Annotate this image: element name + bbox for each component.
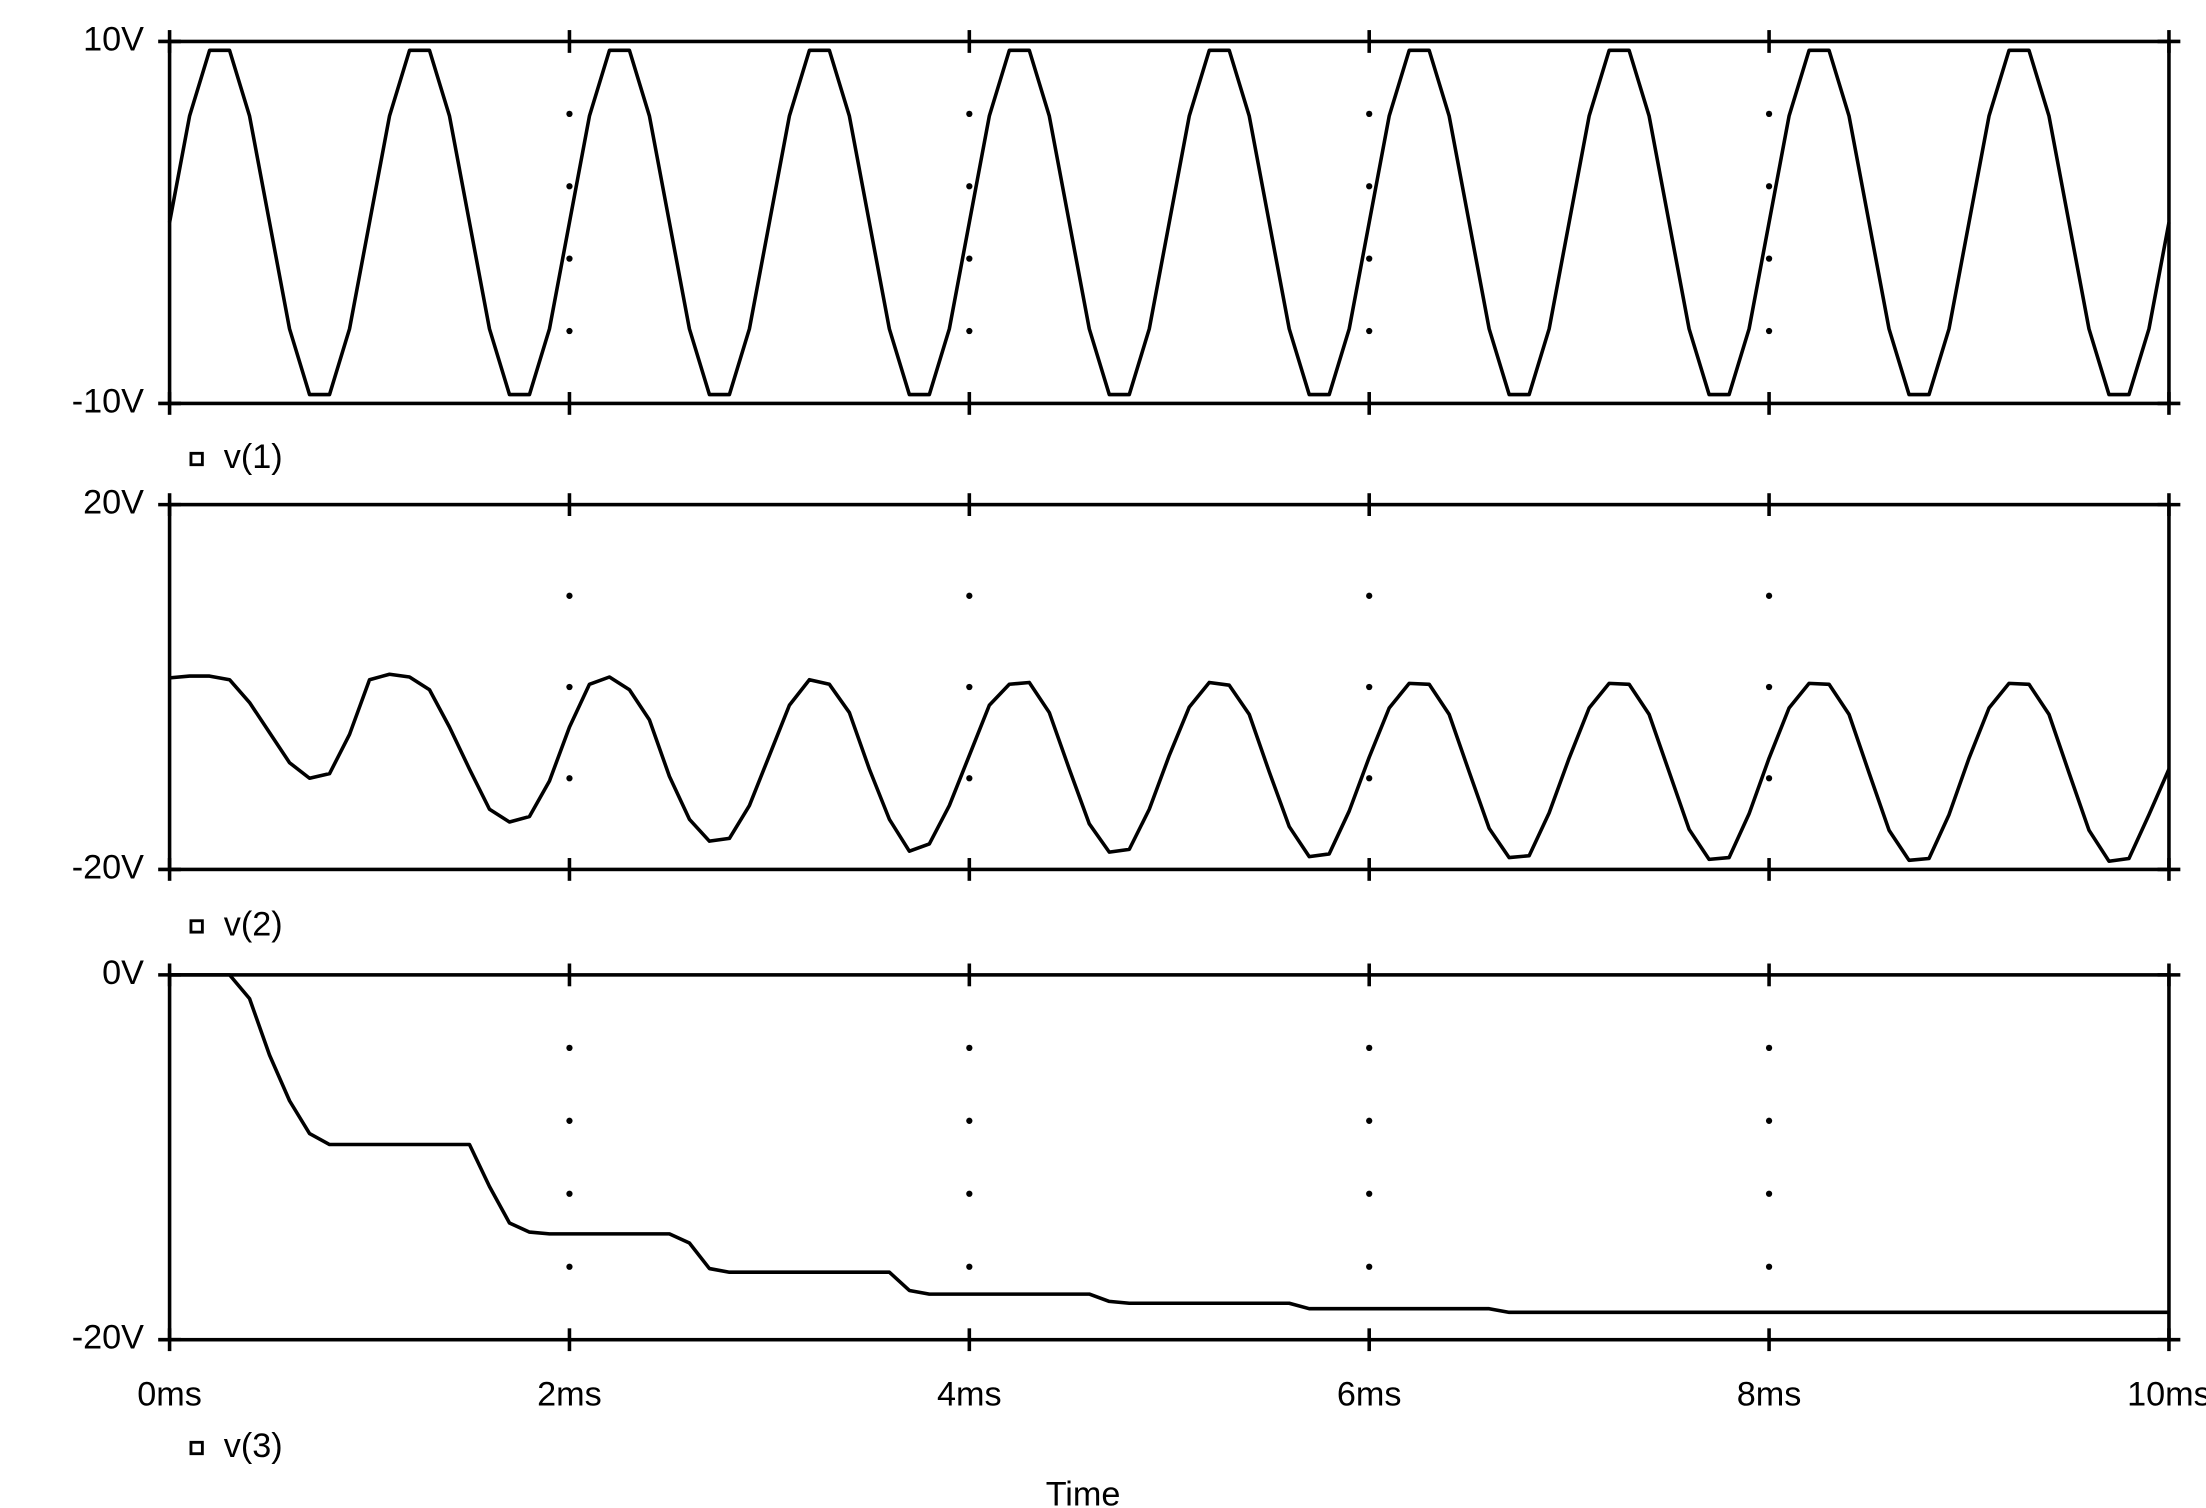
grid-dot [1366, 183, 1373, 190]
grid-dot [1366, 1117, 1373, 1124]
legend-marker [189, 919, 204, 934]
y-tick-label: 10V [83, 20, 144, 58]
grid-dot [966, 1044, 973, 1051]
series-line [167, 48, 2171, 397]
grid-dot [966, 683, 973, 691]
plot-frame [167, 973, 2171, 1342]
legend-label: v(3) [224, 1427, 283, 1465]
y-tick-label: 0V [102, 954, 144, 992]
grid-dot [966, 110, 973, 117]
y-tick-label: -10V [72, 382, 144, 420]
grid-dot [966, 1263, 973, 1270]
grid-dot [1366, 592, 1373, 599]
grid-dot [1765, 1044, 1773, 1051]
grid-dot [1366, 775, 1373, 782]
grid-dot [966, 775, 973, 782]
x-tick-label: 4ms [937, 1376, 1002, 1414]
grid-dot [566, 1263, 573, 1270]
series-line [169, 672, 2171, 864]
y-tick-label: -20V [72, 1319, 144, 1357]
y-tick-label: -20V [72, 848, 144, 886]
grid-dot [1366, 1044, 1373, 1051]
grid-dot [1765, 327, 1773, 335]
grid-dot [1765, 1263, 1773, 1270]
grid-dot [566, 683, 573, 691]
legend-marker [189, 451, 204, 467]
x-axis-label: Time [1046, 1475, 1121, 1508]
grid-dot [566, 1044, 573, 1051]
grid-dot [1765, 183, 1773, 190]
series-line [169, 973, 2169, 1315]
grid-dot [1366, 255, 1373, 262]
grid-dot [566, 327, 573, 335]
grid-dot [966, 255, 973, 262]
plot-frame [167, 502, 2171, 872]
x-tick-label: 2ms [537, 1376, 602, 1414]
legend-label: v(2) [224, 905, 283, 943]
grid-dot [566, 592, 573, 599]
grid-dot [1366, 1190, 1373, 1197]
grid-dot [1765, 683, 1773, 691]
x-tick-label: 8ms [1737, 1376, 1802, 1414]
grid-dot [566, 775, 573, 782]
grid-dot [966, 592, 973, 599]
grid-dot [566, 1117, 573, 1124]
grid-dot [1765, 592, 1773, 599]
grid-dot [966, 183, 973, 190]
x-tick-label: 10ms [2127, 1376, 2206, 1414]
y-tick-label: 20V [83, 484, 144, 522]
x-tick-label: 0ms [137, 1376, 202, 1414]
grid-dot [566, 255, 573, 262]
grid-dot [1366, 110, 1373, 117]
grid-dot [1765, 775, 1773, 782]
grid-dot [1765, 110, 1773, 117]
grid-dot [966, 1190, 973, 1197]
grid-dot [1366, 683, 1373, 691]
grid-dot [1366, 327, 1373, 335]
legend-marker [189, 1440, 204, 1456]
grid-dot [966, 1117, 973, 1124]
grid-dot [566, 110, 573, 117]
legend-label: v(1) [224, 438, 283, 476]
x-tick-label: 6ms [1337, 1376, 1402, 1414]
grid-dot [1366, 1263, 1373, 1270]
grid-dot [1765, 1117, 1773, 1124]
grid-dot [1765, 255, 1773, 262]
grid-dot [566, 1190, 573, 1197]
grid-dot [1765, 1190, 1773, 1197]
grid-dot [966, 327, 973, 335]
grid-dot [566, 183, 573, 190]
